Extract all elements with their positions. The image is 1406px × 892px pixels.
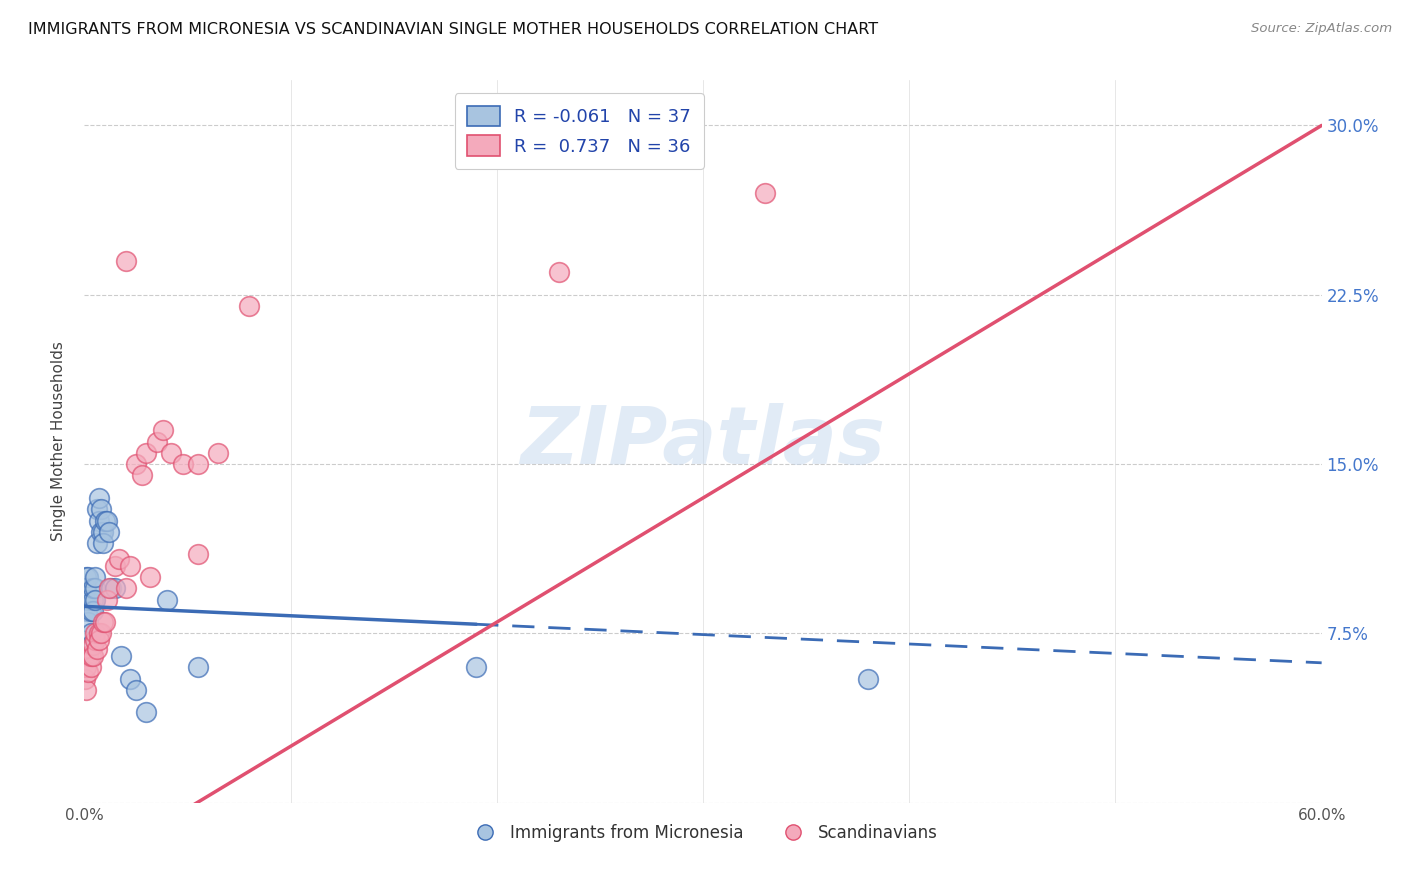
Point [75,582,97,596]
Point [90,626,112,640]
Point [114,582,136,596]
Point [754,186,776,201]
Text: IMMIGRANTS FROM MICRONESIA VS SCANDINAVIAN SINGLE MOTHER HOUSEHOLDS CORRELATION : IMMIGRANTS FROM MICRONESIA VS SCANDINAVI… [28,22,879,37]
Point [79,626,101,640]
Point [77,615,100,630]
Point [114,253,136,268]
Point [187,548,209,562]
Point [77,592,100,607]
Point [91,615,114,630]
Point [118,558,141,573]
Point [156,592,179,607]
Point [79,648,101,663]
Point [131,468,153,483]
Point [83,570,105,584]
Point [139,570,162,584]
Point [82,604,104,618]
Y-axis label: Single Mother Households: Single Mother Households [51,342,66,541]
Point [118,672,141,686]
Point [96,514,118,528]
Point [104,558,127,573]
Point [125,457,148,471]
Point [75,682,97,697]
Point [187,660,209,674]
Point [152,423,174,437]
Point [86,642,108,657]
Point [75,660,97,674]
Point [75,592,97,607]
Point [86,536,108,550]
Point [94,514,117,528]
Point [82,582,104,596]
Point [79,604,101,618]
Legend: Immigrants from Micronesia, Scandinavians: Immigrants from Micronesia, Scandinavian… [461,817,945,848]
Point [87,514,110,528]
Point [75,570,97,584]
Point [76,604,98,618]
Text: Source: ZipAtlas.com: Source: ZipAtlas.com [1251,22,1392,36]
Point [135,446,157,460]
Point [83,626,105,640]
Point [90,524,112,539]
Point [160,446,183,460]
Point [172,457,194,471]
Point [110,648,132,663]
Point [90,502,112,516]
Point [145,434,167,449]
Point [86,502,108,516]
Point [100,582,122,596]
Point [75,672,97,686]
Point [91,524,114,539]
Point [77,648,100,663]
Point [82,592,104,607]
Point [82,638,104,652]
Point [125,682,148,697]
Point [98,524,121,539]
Point [856,672,879,686]
Point [96,592,118,607]
Point [82,648,104,663]
Point [207,446,229,460]
Point [87,626,110,640]
Point [238,299,260,313]
Point [83,582,105,596]
Point [547,265,569,279]
Point [87,633,110,648]
Point [187,457,209,471]
Point [83,633,105,648]
Point [135,706,157,720]
Point [79,638,101,652]
Point [87,491,110,505]
Point [465,660,488,674]
Point [77,665,100,679]
Point [77,570,100,584]
Point [94,615,117,630]
Point [79,660,101,674]
Point [83,592,105,607]
Point [104,582,127,596]
Point [98,582,121,596]
Text: ZIPatlas: ZIPatlas [520,402,886,481]
Point [108,552,131,566]
Point [91,536,114,550]
